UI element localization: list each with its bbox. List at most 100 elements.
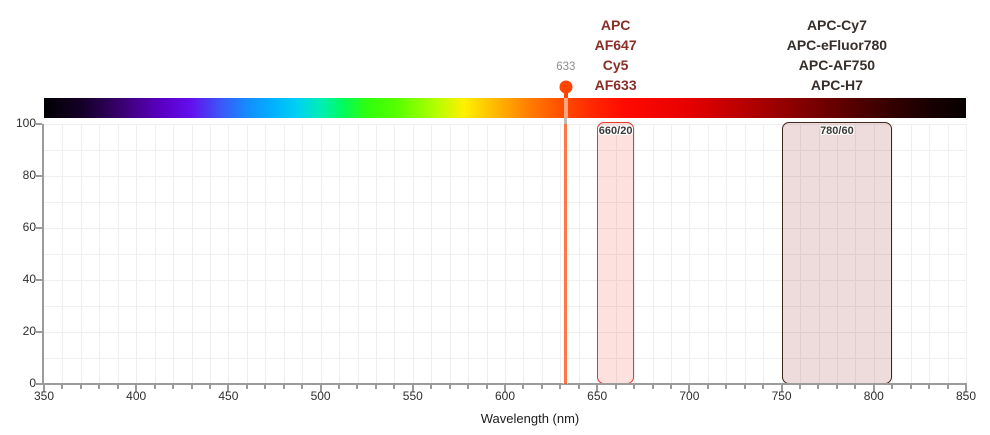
x-axis-tick-minor [245,385,248,389]
x-axis-tick-major [596,385,599,392]
y-axis-line [42,124,44,385]
fluorochrome-label: APC [600,17,631,33]
filter-band-780-60[interactable]: 780/60 [781,122,893,384]
x-axis-tick-minor [762,385,765,389]
x-axis-tick-minor [208,385,211,389]
gridline-vertical [966,124,967,384]
x-axis-tick-label: 650 [587,389,608,403]
gridline-horizontal [44,254,966,255]
x-axis-tick-major [227,385,230,392]
fluorochrome-label: Cy5 [602,57,629,73]
x-axis-tick-label: 800 [863,389,884,403]
x-axis-tick-minor [854,385,857,389]
filter-band-label: 780/60 [820,125,854,137]
x-axis-tick-minor [485,385,488,389]
x-axis-tick-minor [817,385,820,389]
x-axis-tick-minor [61,385,64,389]
x-axis-tick-label: 850 [955,389,977,403]
fluorochrome-label: APC-H7 [810,77,863,93]
gridline-horizontal [44,332,966,333]
x-axis-tick-minor [633,385,636,389]
y-axis-tick-label: 100 [15,116,36,130]
x-axis-tick-major [43,385,45,392]
x-axis-tick-minor [522,385,525,389]
x-axis-tick-minor [393,385,396,389]
x-axis-tick-major [780,385,783,392]
x-axis-tick-minor [282,385,285,389]
x-axis-tick-minor [356,385,359,389]
x-axis-tick-minor [614,385,617,389]
x-axis-tick-minor [79,385,82,389]
x-axis-tick-major [135,385,138,392]
gridline-horizontal [44,176,966,177]
y-axis-tick-label: 60 [22,220,36,234]
x-axis-tick-minor [467,385,470,389]
x-axis-line [42,383,967,385]
x-axis-tick-label: 450 [218,389,239,403]
x-axis-tick-minor [374,385,377,389]
x-axis-tick-major [965,385,967,392]
x-axis-tick-minor [669,385,672,389]
x-axis-tick-minor [264,385,267,389]
x-axis-tick-label: 350 [33,389,55,403]
x-axis-tick-minor [909,385,912,389]
x-axis-tick-minor [743,385,746,389]
fluorochrome-group-780: APC-Cy7 APC-eFluor780 APC-AF750 APC-H7 [787,15,887,95]
laser-wavelength-label: 633 [556,61,576,73]
x-axis-tick-major [504,385,506,392]
x-axis-tick-minor [430,385,433,389]
x-axis-title: Wavelength (nm) [480,411,580,426]
laser-marker-dot[interactable] [559,80,573,94]
x-axis-tick-label: 750 [771,389,792,403]
x-axis-tick-minor [172,385,175,389]
y-axis-tick-label: 0 [29,376,36,390]
laser-line-over-bar [563,98,568,118]
x-axis-tick-minor [153,385,156,389]
x-axis-tick-label: 400 [126,389,147,403]
fluorochrome-label: APC-eFluor780 [786,37,888,53]
x-axis-tick-minor [98,385,101,389]
y-axis-tick [36,331,42,333]
gridline-horizontal [44,306,966,307]
x-axis-tick-minor [725,385,728,389]
gridline-horizontal [44,150,966,151]
fluorochrome-label: AF647 [594,37,637,53]
x-axis-tick-major [319,385,322,392]
x-axis-tick-minor [706,385,709,389]
x-axis-tick-minor [891,385,894,389]
gridline-horizontal [44,228,966,229]
fluorochrome-label: APC-AF750 [798,57,876,73]
x-axis-tick-minor [651,385,654,389]
x-axis-tick-minor [946,385,949,389]
x-axis-tick-minor [190,385,193,389]
fluorochrome-group-660: APC AF647 Cy5 AF633 [595,15,637,95]
x-axis-tick-major [411,385,414,392]
x-axis-tick-minor [301,385,304,389]
fluorochrome-label: AF633 [594,77,637,93]
x-axis-tick-label: 500 [310,389,331,403]
fluorochrome-label: APC-Cy7 [806,17,867,33]
x-axis-tick-minor [540,385,543,389]
y-axis-tick [36,123,42,125]
filter-band-660-20[interactable]: 660/20 [597,122,635,384]
x-axis-tick-minor [559,385,562,389]
x-axis-tick-label: 550 [402,389,423,403]
x-axis-tick-label: 600 [494,389,516,403]
y-axis-tick-label: 40 [22,272,36,286]
plot-area: 660/20 780/60 [44,122,967,384]
gridline-horizontal [44,202,966,203]
x-axis-tick-major [688,385,691,392]
x-axis-tick-minor [835,385,838,389]
laser-line-in-plot [564,124,568,384]
x-axis-tick-label: 700 [679,389,700,403]
y-axis-tick [36,227,42,229]
gridline-horizontal [44,124,966,125]
wavelength-spectrum-bar [44,98,966,118]
x-axis-tick-minor [338,385,341,389]
x-axis-tick-minor [577,385,580,389]
filter-band-label: 660/20 [598,125,633,137]
x-axis-tick-minor [928,385,931,389]
y-axis-tick [36,175,42,177]
y-axis-tick [36,279,42,281]
